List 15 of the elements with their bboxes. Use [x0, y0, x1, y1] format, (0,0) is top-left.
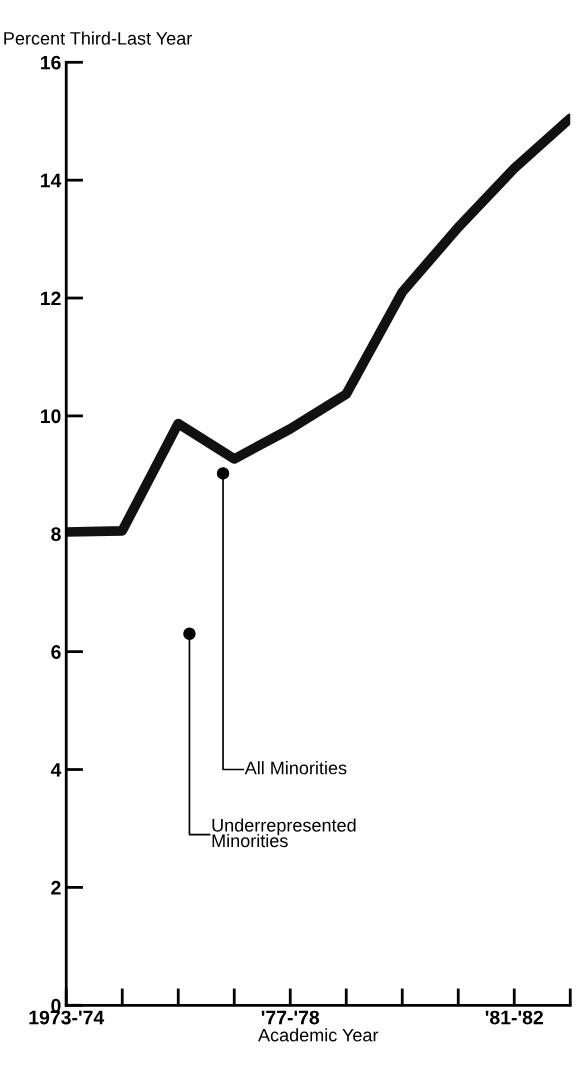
- annotation: Underrepresented Minorities: [212, 818, 356, 848]
- y-tick-label: 2: [51, 880, 61, 895]
- x-tick-label: '81-'82: [485, 1010, 543, 1025]
- y-tick-label: 8: [51, 527, 61, 542]
- y-tick-label: 14: [40, 173, 62, 188]
- y-tick-label: 6: [51, 645, 61, 659]
- x-tick-label: 1973-'74: [29, 1010, 105, 1025]
- y-tick-label: 10: [40, 409, 61, 424]
- y-tick-label: 4: [50, 763, 62, 777]
- y-tick-label: 16: [40, 55, 61, 70]
- y-tick-label: 12: [40, 291, 61, 306]
- y-axis-title: Percent Third-Last Year: [4, 31, 192, 45]
- x-axis-title: Academic Year: [258, 1028, 379, 1042]
- annotation: All Minorities: [244, 761, 347, 775]
- x-tick-label: '77-'78: [261, 1010, 320, 1025]
